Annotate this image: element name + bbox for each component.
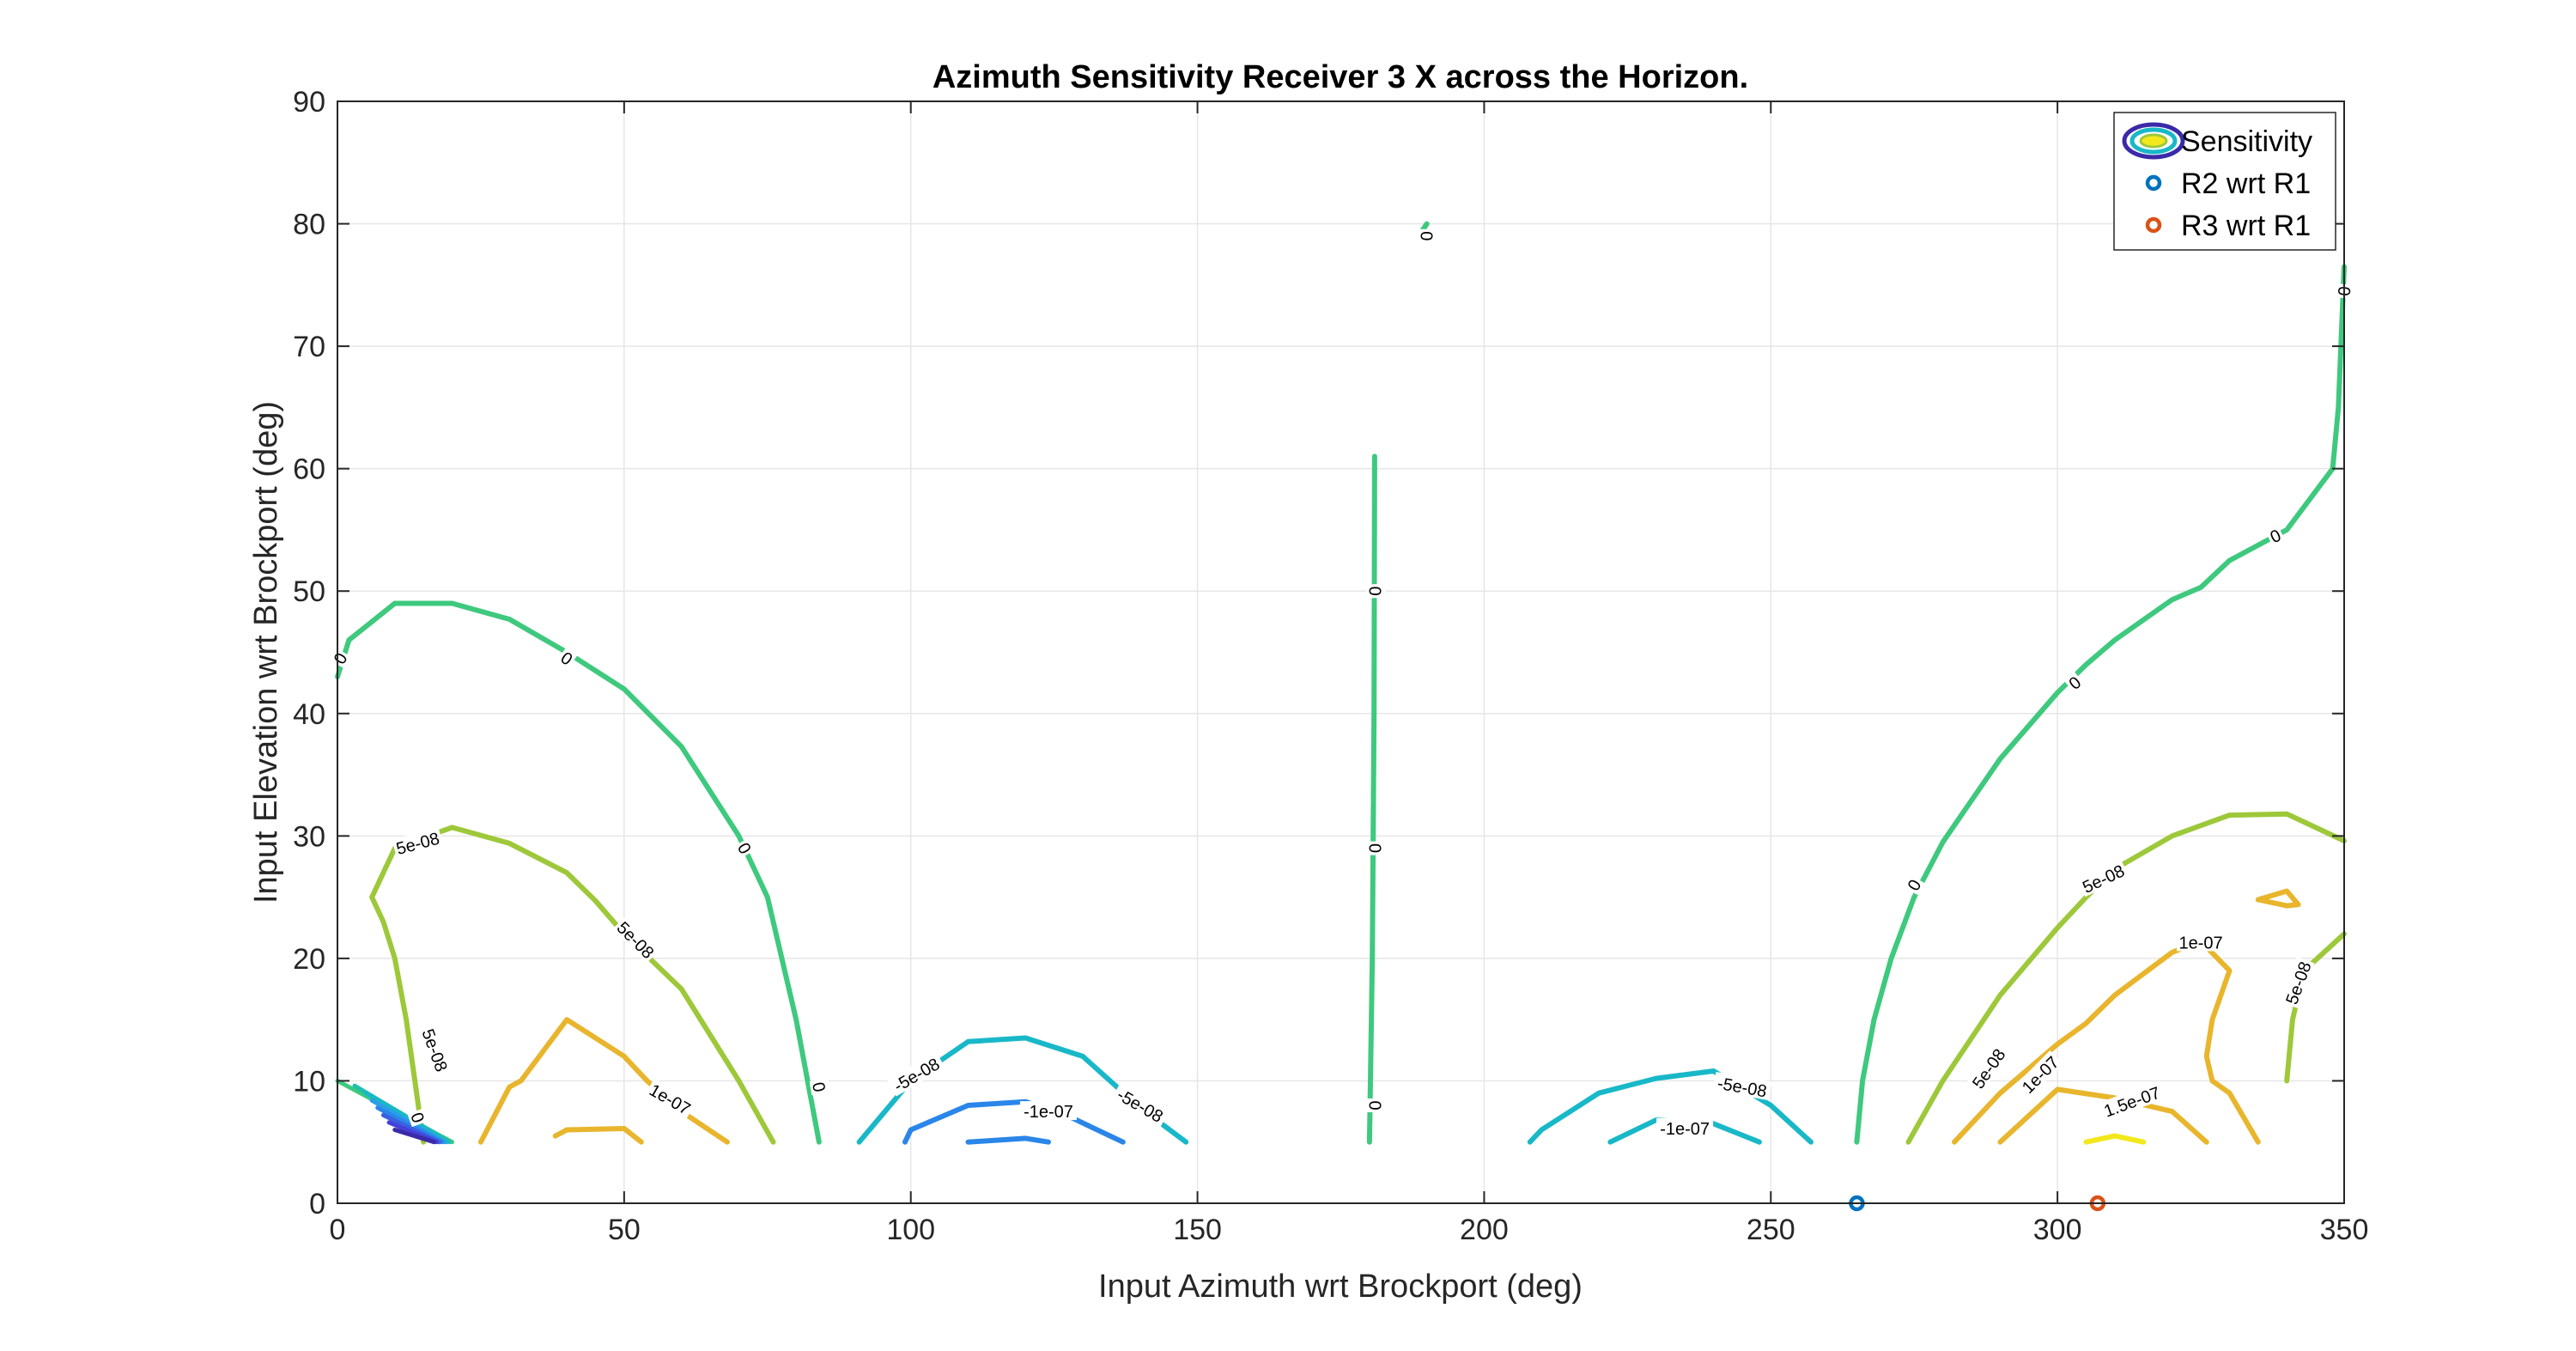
contour-label: 0	[808, 1080, 829, 1093]
contour-label-bg	[407, 1107, 430, 1128]
contour-line	[1527, 1068, 1814, 1145]
contour-label-group: 0	[1901, 873, 1925, 896]
contour-label-group: 0	[2264, 523, 2286, 547]
y-tick-label: 0	[309, 1188, 325, 1220]
legend-marker-r2	[2145, 174, 2162, 192]
contour-label-bg	[556, 646, 579, 670]
legend-label-r2: R2 wrt R1	[2181, 167, 2311, 200]
contour-label-bg	[1111, 1082, 1170, 1128]
contour-label-bg	[2077, 859, 2129, 898]
contour-label-group: 0	[1365, 1098, 1386, 1112]
legend-label-sensitivity: Sensitivity	[2181, 125, 2312, 158]
y-axis-label: Input Elevation wrt Brockport (deg)	[248, 401, 284, 904]
x-tick-label: 350	[2320, 1214, 2369, 1246]
contour-label-bg	[1418, 228, 1437, 243]
y-tick-label: 10	[293, 1065, 325, 1098]
contour-line	[1854, 264, 2347, 1145]
contour-label-group: 0	[1365, 584, 1386, 599]
x-tick-label: 50	[608, 1214, 641, 1246]
x-tick-label: 150	[1173, 1214, 1222, 1246]
contour-label-group: 0	[733, 837, 757, 859]
contour-line	[902, 1098, 1126, 1145]
contour-label-bg	[733, 837, 757, 859]
contour-label: -1e-07	[1660, 1120, 1710, 1139]
legend-sensitivity-icon	[2122, 122, 2185, 160]
contour-label-bg	[886, 1051, 945, 1097]
contour-label-bg	[1366, 1098, 1386, 1112]
contour-line	[965, 1135, 1051, 1145]
contour-label-bg	[1656, 1118, 1714, 1137]
contour-label-bg	[418, 1024, 453, 1076]
contour-label-bg	[327, 647, 351, 669]
contour-label-group: 0	[327, 647, 351, 669]
contour-label: 1e-07	[2179, 934, 2223, 952]
contour-label-group: 0	[808, 1078, 831, 1096]
contour-line	[552, 1126, 644, 1145]
contour-label-bg	[1366, 841, 1386, 855]
contour-line	[2083, 1133, 2147, 1145]
contour-label-bg	[2015, 1050, 2063, 1098]
y-tick-label: 20	[293, 943, 325, 976]
legend: Sensitivity R2 wrt R1 R3 wrt R1	[2113, 112, 2336, 251]
contour-label-group: 1e-07	[2177, 932, 2226, 952]
y-tick-label: 50	[293, 575, 325, 608]
x-tick-label: 250	[1747, 1214, 1795, 1246]
contour-label-bg	[612, 916, 660, 964]
contour-label: -1e-07	[1024, 1103, 1073, 1122]
contour-line	[392, 1127, 437, 1145]
y-tick-label: 40	[293, 698, 325, 731]
contour-label-bg	[1712, 1072, 1772, 1101]
contour-label-group: -1e-07	[1656, 1118, 1714, 1139]
x-tick-label: 0	[330, 1214, 346, 1246]
contour-label: 0	[1417, 231, 1436, 240]
contour-label-bg	[2177, 932, 2226, 952]
contour-label-bg	[1901, 873, 1925, 896]
contour-label-bg	[2098, 1080, 2166, 1122]
legend-label-r3: R3 wrt R1	[2181, 210, 2311, 242]
contour-label-bg	[392, 827, 444, 858]
y-tick-label: 70	[293, 331, 325, 363]
contour-line	[369, 825, 776, 1145]
plot-area	[337, 101, 2344, 1203]
x-tick-label: 300	[2033, 1214, 2082, 1246]
x-tick-label: 200	[1460, 1214, 1509, 1246]
contour-label: 0	[1365, 1100, 1384, 1110]
axes-box	[337, 100, 2345, 1204]
contour-label: 0	[1365, 587, 1384, 596]
contour-label-bg	[1020, 1101, 1077, 1121]
legend-marker-r3	[2145, 216, 2162, 234]
contour-label-bg	[1966, 1043, 2010, 1093]
contour-label-group: -1e-07	[1020, 1101, 1077, 1122]
y-tick-label: 60	[293, 453, 325, 486]
contour-label-bg	[2264, 523, 2286, 547]
contour-label-bg	[2063, 670, 2086, 694]
contour-label-bg	[809, 1078, 831, 1096]
contour-label-group: 0	[1417, 228, 1437, 243]
contour-label-bg	[2280, 956, 2315, 1009]
contour-label-group: 0	[406, 1107, 430, 1128]
axis-ticks: 0 50 100 150 200 250 300 350 0 10 20 30 40 50 60 70 80 90	[293, 86, 2368, 1246]
x-tick-label: 100	[886, 1214, 935, 1246]
chart-title: Azimuth Sensitivity Receiver 3 X across …	[933, 59, 1748, 95]
x-axis-label: Input Azimuth wrt Brockport (deg)	[1098, 1269, 1583, 1305]
contour-label-bg	[645, 1078, 696, 1119]
y-tick-label: 90	[293, 86, 325, 119]
contour-label-bg	[1366, 584, 1386, 599]
contour-label-group: 0	[556, 646, 579, 670]
contour-line	[2255, 888, 2301, 909]
y-tick-label: 30	[293, 820, 325, 853]
y-tick-label: 80	[293, 209, 325, 241]
contour-line	[335, 600, 822, 1145]
contour-label-group: 0	[1365, 841, 1386, 855]
contour-label: 0	[1365, 843, 1384, 853]
